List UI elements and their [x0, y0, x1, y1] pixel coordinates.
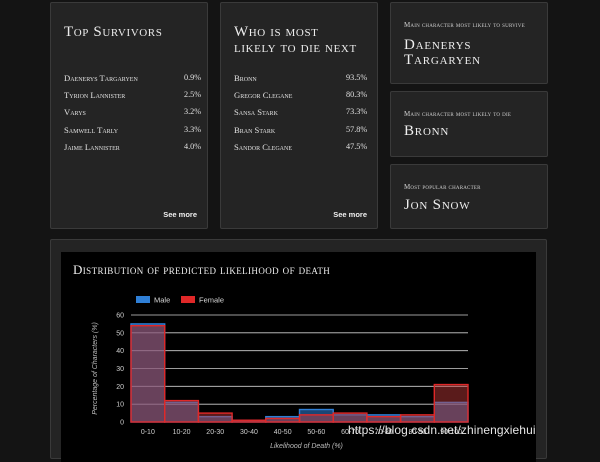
y-tick-label: 50	[116, 330, 124, 337]
death-row: Bran Stark 57.8%	[234, 125, 367, 137]
bar-female-40-50	[265, 417, 301, 423]
x-tick-label: 90-100	[440, 429, 462, 436]
chart-card: Distribution of predicted likelihood of …	[50, 239, 547, 462]
survivor-row: Varys 3.2%	[64, 107, 201, 119]
survivor-row: Jaime Lannister 4.0%	[64, 142, 201, 154]
survivor-name: Varys	[64, 107, 86, 117]
bar-female-30-40	[231, 419, 267, 423]
chart-svg: 0 10 20 30 40 50 60 Percentage of Characters (%…	[92, 296, 469, 450]
stat-label: Most popular character	[404, 183, 481, 191]
survivor-pct: 2.5%	[184, 90, 202, 99]
bar-female-10-20	[163, 399, 200, 423]
survivor-row: Samwell Tarly 3.3%	[64, 125, 201, 137]
survivor-name: Jaime Lannister	[64, 142, 120, 152]
bar-female-80-90	[399, 414, 436, 423]
likely-to-die-card: Who is most likely to die next Bronn 93.…	[220, 2, 378, 229]
bar-female-60-70	[332, 412, 368, 423]
top-survivors-card: Top Survivors Daenerys Targaryen 0.9% Ty…	[50, 2, 208, 229]
death-pct: 47.5%	[346, 142, 368, 151]
y-tick-label: 0	[120, 420, 124, 427]
death-name: Sandor Clegane	[234, 142, 292, 152]
y-tick-label: 40	[116, 348, 124, 355]
death-pct: 80.3%	[346, 90, 368, 99]
x-tick-label: 50-60	[307, 429, 325, 436]
death-name: Gregor Clegane	[234, 90, 293, 100]
survivor-name: Tyrion Lannister	[64, 90, 126, 100]
death-row: Sandor Clegane 47.5%	[234, 142, 367, 154]
watermark-url: https://blog.csdn.net/zhinengxiehui	[348, 423, 536, 437]
death-name: Sansa Stark	[234, 107, 278, 117]
survivor-name: Samwell Tarly	[64, 125, 119, 135]
stat-value: Jon Snow	[404, 197, 471, 213]
death-pct: 57.8%	[346, 125, 368, 134]
y-tick-label: 10	[116, 402, 124, 409]
likely-to-die-title: Who is most likely to die next	[234, 24, 357, 56]
x-tick-label: 20-30	[206, 429, 224, 436]
legend-swatch-female	[181, 296, 195, 303]
bar-female-50-60	[298, 414, 334, 423]
survivor-pct: 4.0%	[184, 142, 202, 151]
chart-title: Distribution of predicted likelihood of …	[73, 262, 331, 277]
x-tick-label: 40-50	[274, 429, 292, 436]
x-tick-label: 30-40	[240, 429, 258, 436]
bar-female-0-10	[130, 324, 166, 423]
top-survivors-title: Top Survivors	[64, 24, 163, 40]
x-tick-label: 60-70	[341, 429, 359, 436]
y-tick-label: 20	[116, 384, 124, 391]
stat-card-popular: Most popular character Jon Snow	[390, 164, 548, 229]
stat-card-survive: Main character most likely to survive Da…	[390, 2, 548, 84]
legend-label-male: Male	[154, 296, 170, 305]
death-name: Bran Stark	[234, 125, 276, 135]
death-pct: 93.5%	[346, 73, 368, 82]
bar-female-70-80	[366, 415, 402, 423]
see-more-deaths-link[interactable]: See more	[333, 210, 367, 219]
x-tick-label: 70-80	[375, 429, 393, 436]
y-axis-label: Percentage of Characters (%)	[92, 322, 99, 415]
survivor-pct: 3.2%	[184, 107, 202, 116]
survivor-name: Daenerys Targaryen	[64, 73, 138, 83]
death-row: Gregor Clegane 80.3%	[234, 90, 367, 102]
bar-female-90-100	[433, 383, 469, 423]
see-more-survivors-link[interactable]: See more	[163, 210, 197, 219]
stat-value: Daenerys Targaryen	[404, 37, 481, 68]
stat-label: Main character most likely to survive	[404, 21, 525, 29]
y-tick-label: 30	[116, 366, 124, 373]
x-tick-label: 80-90	[408, 429, 426, 436]
stat-value: Bronn	[404, 123, 450, 139]
death-row: Sansa Stark 73.3%	[234, 107, 367, 119]
y-tick-label: 60	[116, 313, 124, 320]
x-tick-label: 0-10	[141, 429, 155, 436]
x-axis-label: Likelihood of Death (%)	[270, 443, 343, 450]
legend-label-female: Female	[199, 296, 224, 305]
death-row: Bronn 93.5%	[234, 73, 367, 85]
survivor-row: Daenerys Targaryen 0.9%	[64, 73, 201, 85]
survivor-row: Tyrion Lannister 2.5%	[64, 90, 201, 102]
stat-label: Main character most likely to die	[404, 110, 512, 118]
death-pct: 73.3%	[346, 107, 368, 116]
death-name: Bronn	[234, 73, 257, 83]
survivor-pct: 3.3%	[184, 125, 202, 134]
survivor-pct: 0.9%	[184, 73, 202, 82]
x-tick-label: 10-20	[173, 429, 191, 436]
legend-swatch-male	[136, 296, 150, 303]
stat-card-die: Main character most likely to die Bronn	[390, 91, 548, 157]
bar-female-20-30	[197, 412, 233, 423]
